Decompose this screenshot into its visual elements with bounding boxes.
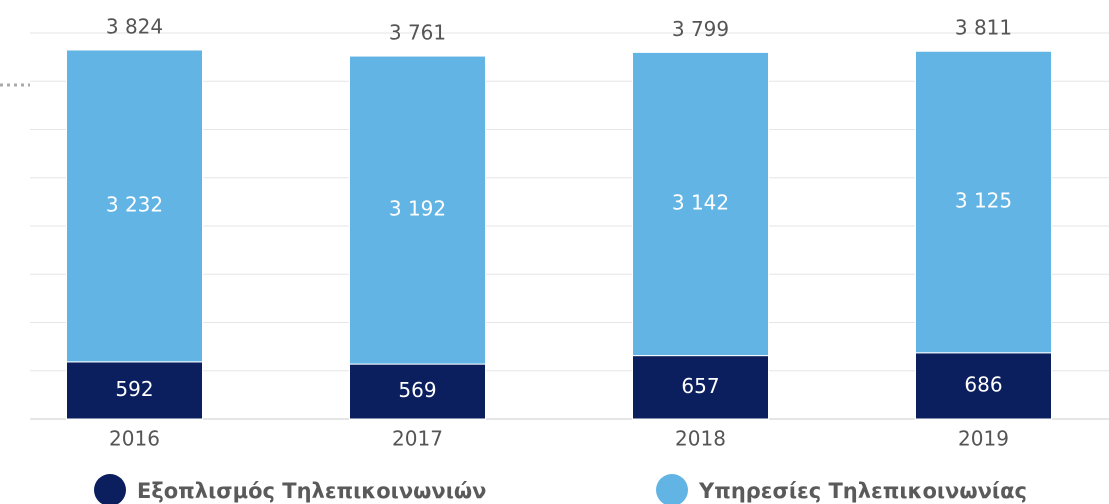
legend-marker xyxy=(94,474,126,504)
value-label: 569 xyxy=(398,378,436,402)
total-label: 3 799 xyxy=(672,17,729,41)
x-tick-label: 2017 xyxy=(392,427,443,451)
bar-segment xyxy=(66,49,203,363)
total-label: 3 811 xyxy=(955,16,1012,40)
bar-segment xyxy=(915,352,1052,420)
x-tick-label: 2019 xyxy=(958,427,1009,451)
value-label: 657 xyxy=(681,374,719,398)
value-label: 3 192 xyxy=(389,197,446,221)
value-label: 3 142 xyxy=(672,190,729,214)
bar-segment xyxy=(632,51,769,357)
value-label: 592 xyxy=(115,377,153,401)
legend-label: Εξοπλισμός Τηλεπικοινωνιών xyxy=(137,479,486,503)
legend-label: Υπηρεσίες Τηλεπικοινωνίας xyxy=(698,479,1027,503)
value-label: 3 232 xyxy=(106,192,163,216)
value-label: 3 125 xyxy=(955,189,1012,213)
value-label: 686 xyxy=(964,372,1002,396)
bar-segment xyxy=(915,50,1052,354)
total-label: 3 761 xyxy=(389,21,446,45)
x-tick-label: 2016 xyxy=(109,427,160,451)
legend-marker xyxy=(656,474,688,504)
total-label: 3 824 xyxy=(106,14,163,38)
bar-segment xyxy=(349,55,486,365)
x-tick-label: 2018 xyxy=(675,427,726,451)
bar-segment xyxy=(66,361,203,420)
